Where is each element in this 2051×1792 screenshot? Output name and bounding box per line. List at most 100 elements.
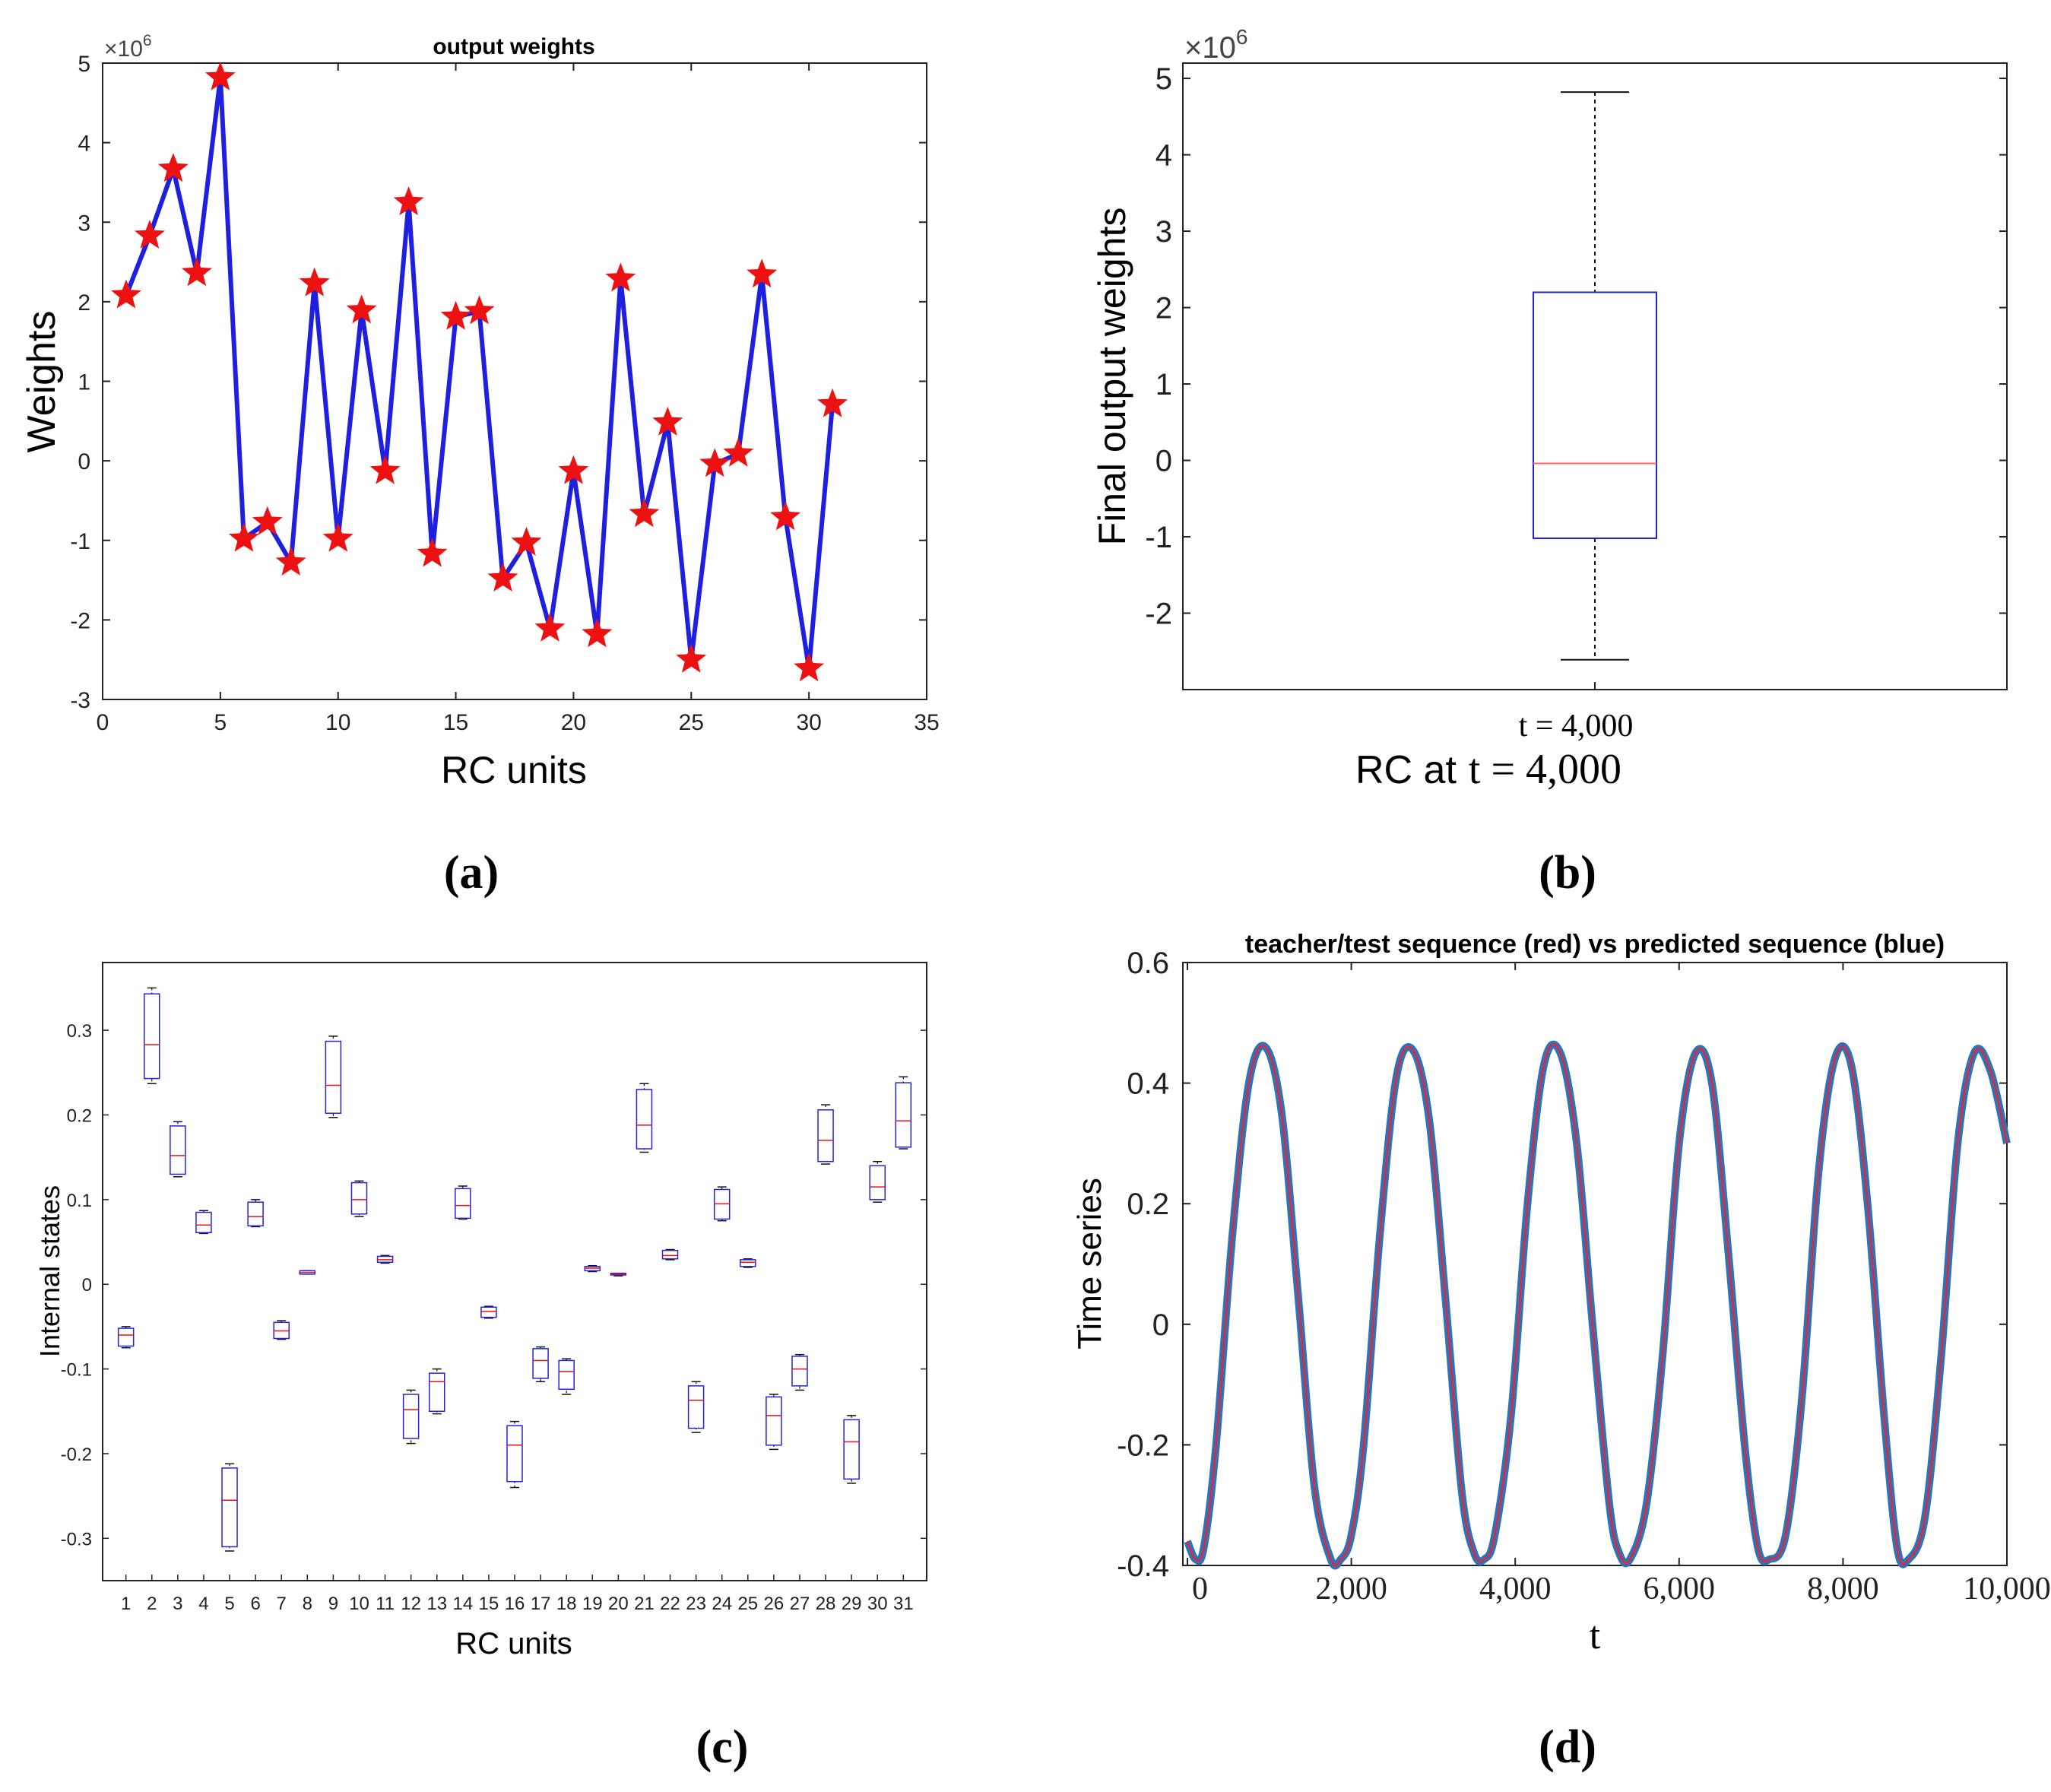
weight-marker (464, 295, 495, 325)
weight-marker (817, 388, 848, 417)
y-tick-label-c: -0.3 (61, 1529, 92, 1549)
x-tick-label-c: 12 (401, 1594, 421, 1614)
x-tick-label-c: 2 (147, 1594, 157, 1614)
weight-marker (275, 547, 306, 576)
box-iqr-c (402, 1394, 420, 1439)
x-tick-label-c: 5 (224, 1594, 234, 1614)
weight-marker (393, 186, 424, 216)
box-iqr-c (558, 1359, 575, 1391)
box-iqr-c (766, 1396, 782, 1446)
y-tick-label-b: 2 (1155, 292, 1172, 325)
box-iqr-c (195, 1211, 212, 1234)
panel-c: -0.3-0.2-0.100.10.20.31 2 3 4 5 6 7 8 9 10 11 12 13 1… (34, 962, 927, 1773)
x-tick-label-c: 6 (250, 1594, 260, 1614)
x-tick-label-c: 4 (198, 1594, 208, 1614)
x-tick-label-d: 6,000 (1644, 1572, 1716, 1606)
x-tick-label-c: 30 (867, 1594, 888, 1614)
x-tick-label-a: 0 (97, 710, 109, 735)
x-axis-label-value-b: t = 4,000 (1469, 746, 1621, 793)
y-tick-label-a: 4 (78, 132, 90, 157)
axis-ticks-b: -2 -1 0 1 2 3 4 5 (1145, 62, 2007, 690)
chart-title-d: teacher/test sequence (red) vs predicted… (1245, 930, 1945, 959)
y-tick-label-b: 5 (1155, 62, 1172, 96)
x-tick-label-c: 7 (277, 1594, 287, 1614)
x-tick-label-c: 15 (479, 1594, 499, 1614)
x-tick-label-c: 27 (790, 1594, 810, 1614)
x-axis-label-d: t (1590, 1614, 1601, 1657)
y-tick-label-a: 2 (78, 290, 90, 316)
box-iqr-c (325, 1040, 342, 1114)
x-tick-label-a: 30 (796, 710, 821, 735)
weight-marker (747, 258, 778, 288)
weight-marker (511, 526, 542, 556)
x-tick-label-c: 8 (303, 1594, 312, 1614)
panel-label-b: (b) (1539, 847, 1596, 899)
y-tick-label-d: 0.4 (1127, 1067, 1169, 1101)
panel-d: teacher/test sequence (red) vs predicted… (1071, 930, 2051, 1773)
box-iqr-c (843, 1419, 860, 1480)
weight-marker (369, 455, 401, 484)
y-tick-label-a: 5 (78, 52, 90, 77)
x-tick-label-c: 16 (505, 1594, 525, 1614)
y-axis-label-d: Time series (1071, 1178, 1108, 1350)
y-tick-label-d: 0.6 (1127, 947, 1169, 980)
x-tick-label-c: 18 (556, 1594, 577, 1614)
x-tick-label-c: 3 (173, 1594, 182, 1614)
y-tick-label-b: 1 (1155, 368, 1172, 401)
y-tick-label-b: 0 (1155, 445, 1172, 478)
weight-marker (111, 279, 141, 309)
axes-frame-b (1182, 62, 2008, 690)
x-tick-label-c: 10 (349, 1594, 369, 1614)
x-axis-label-prefix-b: RC at (1355, 748, 1457, 792)
x-tick-label-c: 29 (842, 1594, 862, 1614)
x-tick-label-c: 9 (328, 1594, 338, 1614)
y-axis-label-c: Internal states (34, 1185, 65, 1357)
y-tick-label-c: -0.2 (61, 1445, 92, 1465)
y-tick-label-d: -0.4 (1117, 1549, 1169, 1583)
weight-marker (794, 652, 825, 682)
box-iqr-c (740, 1259, 756, 1267)
x-axis-label-a: RC units (441, 749, 587, 791)
panel-a: output weights ×106 0 5 10 15 20 25 30 35-3-2-1… (20, 32, 940, 899)
x-tick-label-a: 25 (679, 710, 704, 735)
x-tick-label-c: 11 (376, 1594, 395, 1614)
weight-marker (699, 448, 731, 477)
x-tick-label-c: 21 (634, 1594, 655, 1614)
box-iqr-c (869, 1165, 886, 1200)
weight-marker (417, 538, 448, 567)
axis-ticks-d: 0 2,000 4,000 6,000 8,000 10,000 -0.4 -0.2 0 0.2 0… (1117, 947, 2051, 1606)
panel-b: ×106 -2 -1 0 1 2 3 4 5 t = 4,000 RC at t = 4,000… (1091, 25, 2008, 899)
x-tick-label-b: t = 4,000 (1519, 709, 1634, 744)
box-iqr-c (817, 1109, 834, 1162)
weight-marker (322, 522, 353, 552)
x-tick-label-c: 25 (737, 1594, 758, 1614)
weight-marker (157, 153, 189, 182)
y-tick-label-a: 0 (78, 449, 90, 474)
box-iqr-c (532, 1348, 549, 1379)
x-tick-label-a: 20 (561, 710, 586, 735)
teacher-sequence-line (1186, 1043, 2008, 1567)
weight-marker (487, 563, 518, 592)
weight-marker (346, 294, 377, 324)
x-tick-label-c: 1 (121, 1594, 131, 1614)
y-tick-label-b: -1 (1145, 521, 1172, 554)
x-tick-label-c: 23 (686, 1594, 706, 1614)
box-iqr-c (895, 1082, 912, 1148)
x-tick-label-d: 2,000 (1315, 1572, 1387, 1606)
axis-ticks-c: -0.3-0.2-0.100.10.20.31 2 3 4 5 6 7 8 9 10 11 12 13 1… (61, 1021, 927, 1614)
x-tick-label-d: 4,000 (1479, 1572, 1552, 1606)
x-tick-label-c: 31 (893, 1594, 914, 1614)
y-axis-label-a: Weights (20, 311, 64, 453)
box-iqr-c (170, 1125, 186, 1175)
y-tick-label-d: 0.2 (1127, 1188, 1169, 1221)
box-iqr-c (687, 1385, 705, 1429)
box-iqr-c (791, 1356, 808, 1387)
y-axis-label-b: Final output weights (1091, 208, 1133, 546)
y-tick-label-a: 1 (78, 370, 90, 395)
box-iqr-c (661, 1249, 679, 1260)
weight-marker (723, 437, 754, 467)
x-tick-label-c: 14 (452, 1594, 473, 1614)
y-tick-label-d: -0.2 (1117, 1429, 1169, 1462)
weight-marker (204, 61, 236, 90)
x-tick-label-a: 5 (214, 710, 227, 735)
